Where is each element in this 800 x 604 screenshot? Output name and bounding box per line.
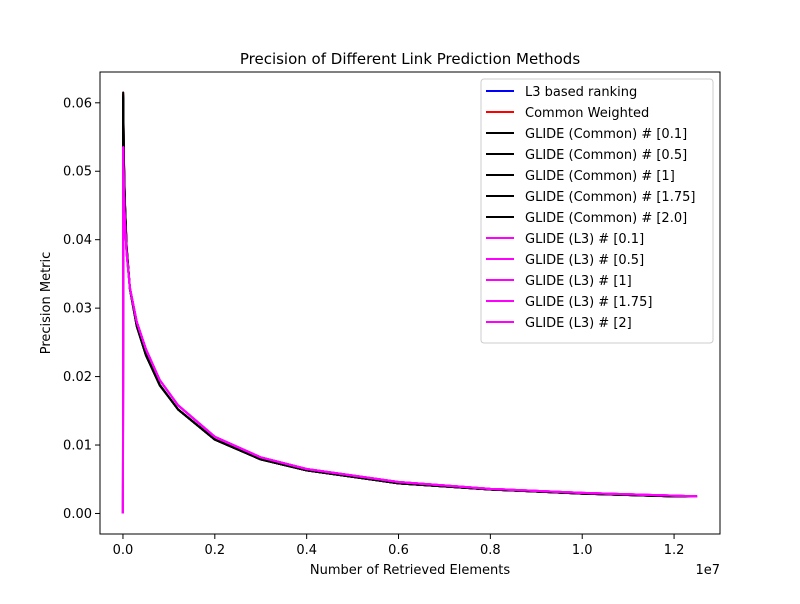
legend-label: L3 based ranking: [525, 85, 637, 100]
x-tick-label: 0.6: [388, 543, 409, 558]
y-axis-ticks: 0.00 0.01 0.02 0.03 0.04 0.05 0.06: [63, 96, 100, 522]
legend-label: GLIDE (Common) # [0.1]: [525, 127, 687, 142]
legend-box: [480, 78, 714, 344]
legend-label: GLIDE (Common) # [2.0]: [525, 211, 687, 226]
x-tick-label: 0.0: [113, 543, 134, 558]
x-tick-label: 1.0: [572, 543, 593, 558]
legend-label: GLIDE (L3) # [1]: [525, 274, 632, 289]
chart-title: Precision of Different Link Prediction M…: [240, 50, 580, 68]
legend-label: GLIDE (L3) # [2]: [525, 316, 632, 331]
legend-label: GLIDE (Common) # [1]: [525, 169, 675, 184]
y-tick-label: 0.02: [63, 370, 92, 385]
legend-label: GLIDE (Common) # [0.5]: [525, 148, 687, 163]
x-tick-label: 0.8: [480, 543, 501, 558]
x-axis-ticks: 0.0 0.2 0.4 0.6 0.8 1.0 1.2: [113, 534, 685, 558]
y-tick-label: 0.03: [63, 302, 92, 317]
x-axis-offset-label: 1e7: [695, 563, 720, 578]
legend-label: GLIDE (L3) # [1.75]: [525, 295, 652, 310]
plot-frame: [99, 71, 721, 535]
x-axis-label: Number of Retrieved Elements: [310, 563, 510, 578]
y-tick-label: 0.00: [63, 507, 92, 522]
legend-label: GLIDE (L3) # [0.1]: [525, 232, 644, 247]
series-line-12: [121, 146, 698, 514]
y-axis-label: Precision Metric: [39, 252, 54, 355]
legend-label: GLIDE (L3) # [0.5]: [525, 253, 644, 268]
legend-label: Common Weighted: [525, 106, 649, 121]
legend: L3 based ranking Common Weighted GLIDE (Co…: [480, 78, 714, 344]
y-tick-label: 0.05: [63, 165, 92, 180]
x-tick-label: 0.4: [296, 543, 317, 558]
legend-label: GLIDE (Common) # [1.75]: [525, 190, 695, 205]
y-tick-label: 0.06: [63, 96, 92, 111]
series-layer: [121, 91, 698, 514]
y-tick-label: 0.04: [63, 233, 92, 248]
x-tick-label: 0.2: [204, 543, 225, 558]
y-tick-label: 0.01: [63, 439, 92, 454]
x-tick-label: 1.2: [664, 543, 685, 558]
